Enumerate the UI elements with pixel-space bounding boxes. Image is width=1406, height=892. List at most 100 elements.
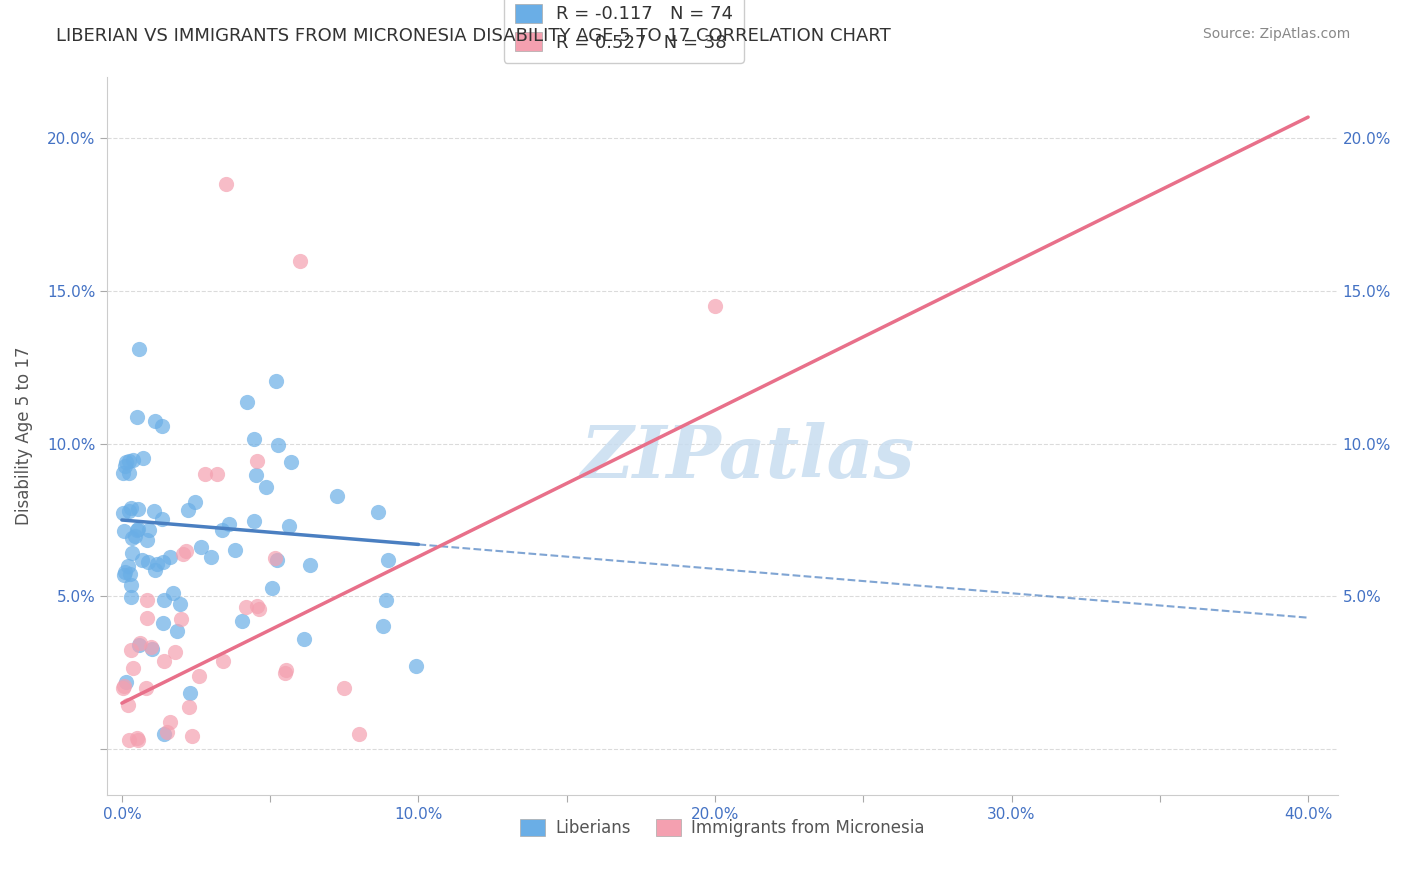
- Point: [136, 593, 159, 607]
- Point: [166, 624, 188, 638]
- Point: [180, 730, 202, 744]
- Point: [243, 432, 266, 446]
- Point: [274, 665, 297, 680]
- Point: [143, 563, 166, 577]
- Point: [277, 519, 299, 533]
- Point: [224, 543, 246, 558]
- Point: [211, 523, 233, 537]
- Point: [288, 253, 311, 268]
- Point: [114, 565, 136, 579]
- Point: [373, 619, 395, 633]
- Point: [231, 614, 253, 628]
- Point: [245, 468, 267, 483]
- Point: [159, 550, 181, 565]
- Point: [128, 342, 150, 356]
- Point: [112, 568, 135, 582]
- Point: [114, 458, 136, 473]
- Point: [235, 600, 257, 615]
- Point: [260, 581, 283, 595]
- Point: [274, 663, 297, 677]
- Point: [374, 593, 396, 607]
- Point: [112, 681, 135, 695]
- Point: [112, 467, 135, 481]
- Point: [153, 726, 176, 740]
- Point: [152, 593, 174, 607]
- Point: [131, 553, 153, 567]
- Point: [194, 467, 217, 482]
- Point: [266, 553, 288, 567]
- Point: [128, 636, 150, 650]
- Point: [150, 418, 173, 433]
- Point: [118, 454, 141, 468]
- Point: [172, 548, 194, 562]
- Point: [190, 541, 212, 555]
- Point: [120, 591, 142, 605]
- Point: [136, 533, 159, 547]
- Point: [118, 732, 141, 747]
- Point: [141, 642, 163, 657]
- Point: [174, 544, 197, 558]
- Point: [115, 455, 138, 469]
- Point: [117, 466, 139, 480]
- Point: [163, 645, 186, 659]
- Point: [135, 681, 157, 696]
- Point: [121, 546, 143, 560]
- Point: [243, 514, 266, 528]
- Point: [127, 502, 149, 516]
- Point: [132, 451, 155, 466]
- Point: [377, 553, 399, 567]
- Point: [117, 698, 139, 712]
- Point: [326, 489, 349, 503]
- Text: ZIPatlas: ZIPatlas: [579, 422, 914, 493]
- Point: [143, 414, 166, 428]
- Point: [153, 654, 176, 668]
- Point: [120, 567, 142, 582]
- Point: [120, 578, 142, 592]
- Point: [152, 555, 174, 569]
- Point: [135, 611, 157, 625]
- Point: [246, 454, 269, 468]
- Point: [264, 550, 287, 565]
- Point: [124, 529, 146, 543]
- Point: [152, 512, 174, 526]
- Point: [264, 374, 287, 388]
- Point: [247, 602, 270, 616]
- Point: [117, 558, 139, 573]
- Point: [179, 685, 201, 699]
- Point: [115, 675, 138, 690]
- Point: [177, 503, 200, 517]
- Point: [159, 714, 181, 729]
- Point: [120, 501, 142, 516]
- Point: [112, 524, 135, 538]
- Point: [218, 517, 240, 532]
- Point: [187, 669, 209, 683]
- Point: [298, 558, 321, 573]
- Point: [127, 523, 149, 537]
- Point: [122, 661, 145, 675]
- Point: [280, 455, 302, 469]
- Point: [235, 394, 257, 409]
- Point: [205, 467, 228, 482]
- Text: Source: ZipAtlas.com: Source: ZipAtlas.com: [1202, 27, 1350, 41]
- Point: [139, 640, 162, 654]
- Point: [127, 732, 149, 747]
- Point: [120, 643, 142, 657]
- Point: [184, 495, 207, 509]
- Point: [246, 599, 269, 613]
- Point: [112, 506, 135, 520]
- Point: [162, 586, 184, 600]
- Point: [215, 178, 238, 192]
- Point: [121, 531, 143, 545]
- Legend: Liberians, Immigrants from Micronesia: Liberians, Immigrants from Micronesia: [513, 813, 931, 844]
- Y-axis label: Disability Age 5 to 17: Disability Age 5 to 17: [15, 347, 32, 525]
- Point: [127, 522, 149, 536]
- Point: [143, 503, 166, 517]
- Point: [128, 638, 150, 652]
- Point: [292, 632, 315, 647]
- Point: [367, 505, 389, 519]
- Point: [152, 615, 174, 630]
- Point: [405, 659, 427, 673]
- Point: [127, 410, 149, 425]
- Point: [347, 726, 370, 740]
- Point: [146, 558, 169, 572]
